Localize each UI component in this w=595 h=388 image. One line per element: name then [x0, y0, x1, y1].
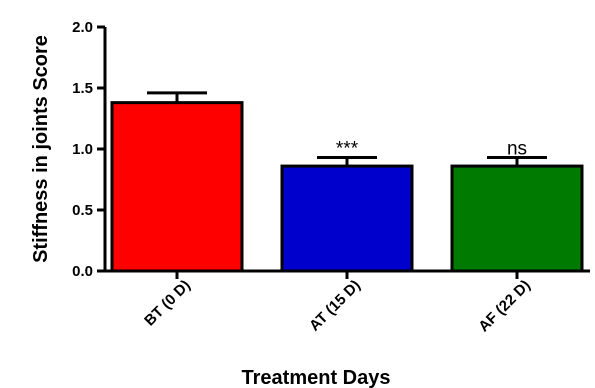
y-axis-title: Stiffness in joints Score: [30, 35, 52, 263]
y-tick-label: 2.0: [72, 19, 93, 36]
bar: [450, 164, 584, 273]
x-tick-label: BT (0 D): [141, 277, 194, 330]
y-tick-label: 0.0: [72, 263, 93, 280]
x-axis-title: Treatment Days: [242, 367, 391, 388]
significance-label: ns: [507, 139, 527, 160]
y-axis: 0.0 0.5 1.0 1.5 2.0: [72, 19, 107, 280]
x-axis: BT (0 D) AT (15 D) AF (22 D): [103, 269, 590, 336]
y-tick-label: 1.0: [72, 141, 93, 158]
y-tick-label: 1.5: [72, 80, 93, 97]
x-tick-label: AT (15 D): [306, 277, 364, 335]
bar: [280, 164, 414, 273]
bars: *** ns: [110, 91, 584, 273]
bar: [110, 101, 244, 273]
y-tick-label: 0.5: [72, 202, 93, 219]
significance-label: ***: [336, 139, 359, 160]
x-tick-label: AF (22 D): [475, 277, 534, 336]
